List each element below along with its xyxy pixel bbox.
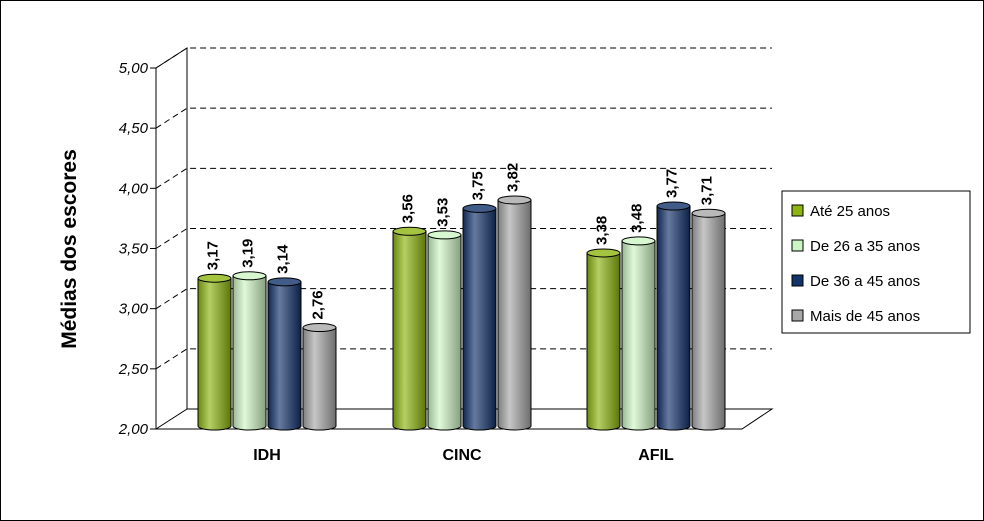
legend-item: Mais de 45 anos bbox=[791, 308, 920, 325]
data-label: 3,38 bbox=[594, 216, 611, 245]
gridline bbox=[155, 348, 772, 370]
bar bbox=[656, 201, 691, 431]
bar bbox=[197, 273, 232, 431]
data-label: 3,19 bbox=[240, 239, 257, 268]
gridline bbox=[155, 107, 772, 129]
gridline bbox=[155, 288, 772, 310]
legend-swatch bbox=[791, 309, 804, 322]
legend-label: Mais de 45 anos bbox=[810, 308, 920, 325]
bar bbox=[267, 277, 302, 431]
legend-swatch bbox=[791, 239, 804, 252]
data-label: 3,71 bbox=[699, 176, 716, 205]
bar bbox=[427, 230, 462, 431]
legend-label: De 36 a 45 anos bbox=[810, 273, 920, 290]
data-label: 3,17 bbox=[205, 241, 222, 270]
bar bbox=[232, 271, 267, 431]
x-axis-categories: IDH CINC AFIL bbox=[253, 447, 674, 464]
bars bbox=[197, 195, 726, 431]
y-tick-label: 4,00 bbox=[119, 180, 149, 197]
y-tick-label: 3,50 bbox=[119, 241, 149, 258]
bar bbox=[462, 203, 497, 431]
legend-item: De 36 a 45 anos bbox=[791, 273, 920, 290]
y-tick-label: 5,00 bbox=[119, 60, 149, 77]
y-axis-ticks: 2,00 2,50 3,00 3,50 4,00 4,50 5,00 bbox=[118, 60, 156, 438]
data-label: 3,53 bbox=[435, 198, 452, 227]
legend-label: Até 25 anos bbox=[810, 203, 890, 220]
data-label: 3,48 bbox=[629, 204, 646, 233]
bar bbox=[392, 226, 427, 431]
y-tick-label: 2,00 bbox=[118, 421, 149, 438]
category-label: CINC bbox=[442, 447, 482, 464]
y-tick-label: 3,00 bbox=[119, 301, 149, 318]
legend-box bbox=[781, 190, 971, 334]
category-label: AFIL bbox=[638, 447, 674, 464]
y-tick-label: 4,50 bbox=[119, 120, 149, 137]
bar bbox=[497, 195, 532, 431]
gridlines bbox=[155, 47, 772, 370]
legend: Até 25 anos De 26 a 35 anos De 36 a 45 ano… bbox=[781, 190, 971, 334]
side-wall bbox=[155, 47, 188, 430]
data-label: 3,14 bbox=[275, 244, 292, 274]
category-label: IDH bbox=[253, 447, 281, 464]
legend-item: Até 25 anos bbox=[791, 203, 890, 220]
y-tick-label: 2,50 bbox=[118, 361, 149, 378]
gridline bbox=[155, 228, 772, 249]
data-label: 2,76 bbox=[310, 290, 327, 319]
legend-label: De 26 a 35 anos bbox=[810, 238, 920, 255]
data-label: 3,82 bbox=[505, 163, 522, 192]
bar bbox=[586, 248, 621, 431]
y-axis-title: Médias dos escores bbox=[58, 149, 81, 349]
legend-swatch bbox=[791, 274, 804, 287]
bar bbox=[302, 323, 337, 431]
bar bbox=[691, 208, 726, 431]
bar bbox=[621, 236, 656, 431]
gridline bbox=[155, 167, 772, 189]
data-label: 3,75 bbox=[470, 171, 487, 200]
legend-swatch bbox=[791, 204, 804, 217]
data-label: 3,56 bbox=[400, 194, 417, 223]
gridline bbox=[155, 47, 772, 69]
data-label: 3,77 bbox=[664, 169, 681, 198]
data-labels: 3,17 3,19 3,14 2,76 3,56 3,53 3,75 3,82 3,38 3,48… bbox=[205, 163, 716, 320]
legend-item: De 26 a 35 anos bbox=[791, 238, 920, 255]
